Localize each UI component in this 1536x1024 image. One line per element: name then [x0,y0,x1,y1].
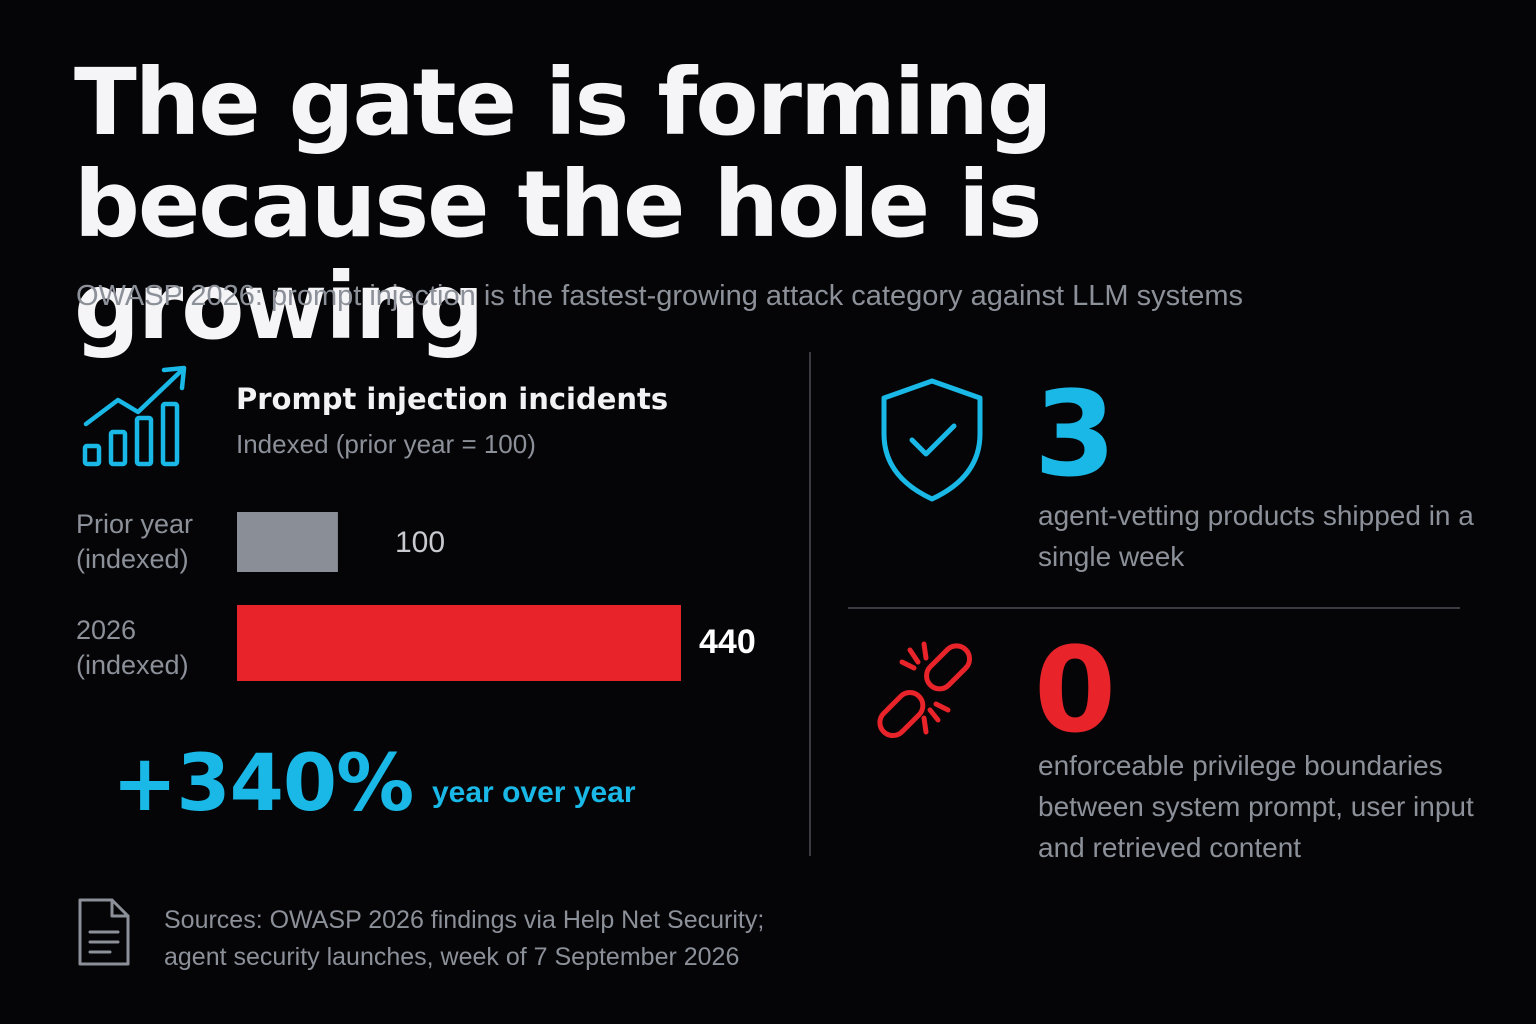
shield-check-icon [881,378,983,502]
title-line-2: because the hole is growing [74,151,1042,360]
horizontal-divider [848,607,1460,609]
stat-description-products: agent-vetting products shipped in a sing… [1038,500,1474,572]
bar-value-label-2026: 440 [699,623,756,661]
growth-percentage: +340% [112,739,414,829]
chart-title: Prompt injection incidents [236,382,669,416]
bar-value-label-prior-year: 100 [395,526,446,559]
page-subtitle: OWASP 2026: prompt injection is the fast… [76,280,1243,312]
stat-number-products: 3 [1034,365,1117,503]
page-title: The gate is forming because the hole is … [74,52,1474,358]
sources-note: Sources: OWASP 2026 findings via Help Ne… [164,902,924,976]
broken-chain-icon [877,641,973,739]
growth-chart-icon [82,365,187,467]
category-label-prior-year: Prior year (indexed) [76,509,194,574]
bar-prior-year [237,512,338,572]
vertical-divider [809,352,811,856]
stat-description-boundaries: enforceable privilege boundaries between… [1038,750,1474,863]
sources-line-2: agent security launches, week of 7 Septe… [164,943,740,971]
document-icon [78,898,130,966]
bar-2026 [237,605,681,681]
stat-number-boundaries: 0 [1034,621,1117,759]
chart-subtitle: Indexed (prior year = 100) [236,429,536,459]
sources-line-1: Sources: OWASP 2026 findings via Help Ne… [164,906,765,934]
category-label-2026: 2026 (indexed) [76,615,189,680]
title-line-1: The gate is forming [74,49,1053,156]
growth-caption: year over year [432,776,636,809]
